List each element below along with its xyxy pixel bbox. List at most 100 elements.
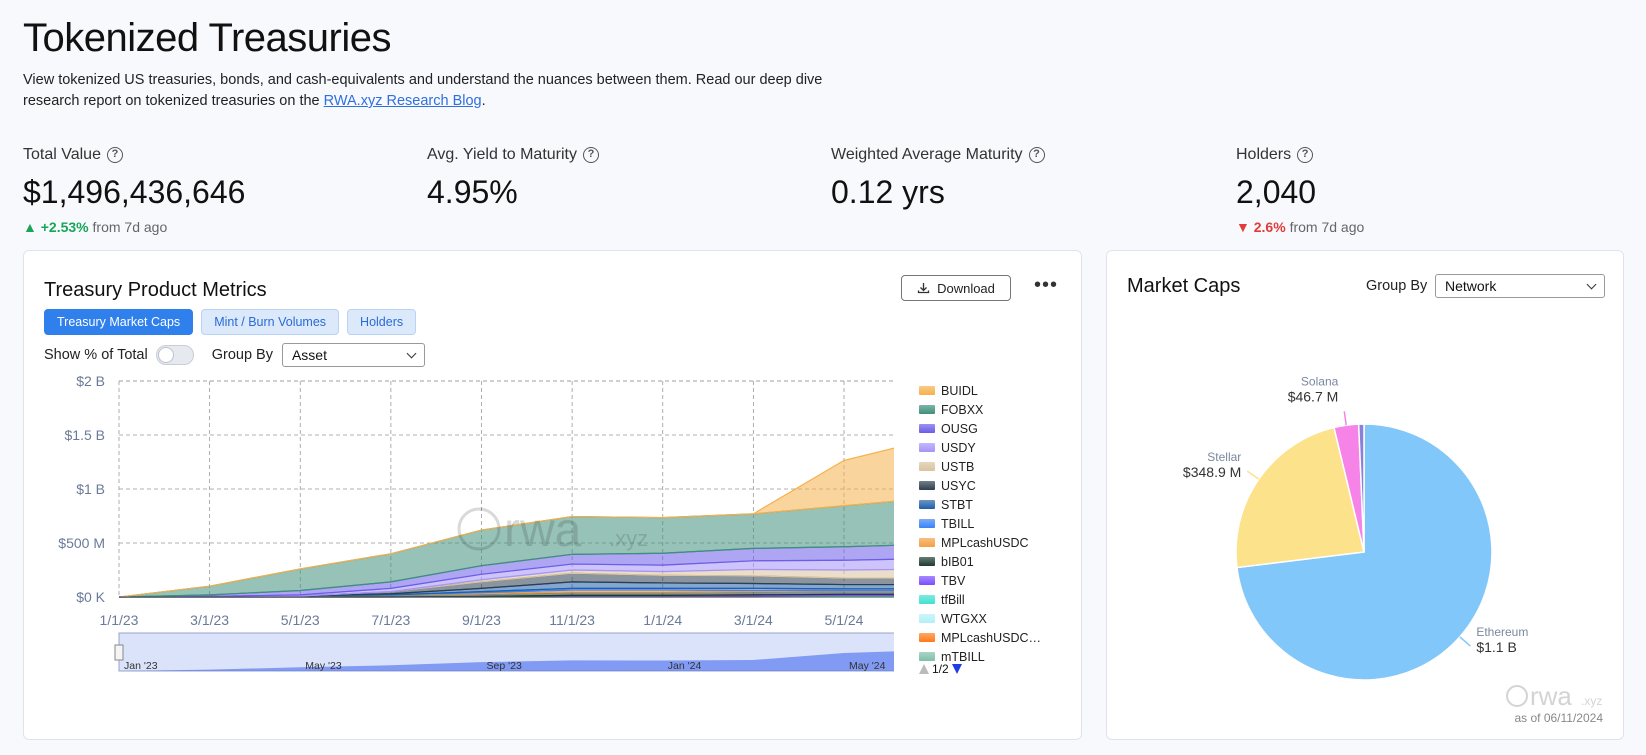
x-tick-label: 3/1/24: [734, 612, 773, 628]
help-icon[interactable]: ?: [1028, 147, 1045, 163]
pie-value-label: $348.9 M: [1183, 464, 1241, 480]
research-blog-link[interactable]: RWA.xyz Research Blog: [323, 93, 482, 109]
legend-label: MPLcashUSDC: [941, 535, 1029, 550]
chart-controls: Show % of Total Group By Asset: [44, 343, 425, 367]
show-pct-label: Show % of Total: [44, 347, 148, 363]
next-page-icon[interactable]: [951, 664, 962, 674]
pie-label: Stellar: [1207, 450, 1241, 464]
legend-item[interactable]: mTBILL: [919, 647, 1041, 666]
legend-swatch: [919, 538, 935, 547]
y-tick-label: $1 B: [76, 481, 105, 497]
card-title: Market Caps: [1127, 275, 1241, 297]
legend-item[interactable]: MPLcashUSDC…: [919, 628, 1041, 647]
help-icon[interactable]: ?: [1297, 147, 1314, 163]
card-title: Treasury Product Metrics: [44, 279, 267, 301]
group-by-label: Group By: [1366, 278, 1428, 294]
network-select[interactable]: Network: [1435, 274, 1605, 298]
down-arrow-icon: ▼: [1236, 219, 1250, 235]
group-by-select[interactable]: Asset: [281, 343, 425, 367]
legend-swatch: [919, 576, 935, 585]
legend-item[interactable]: USDY: [919, 438, 1041, 457]
pie-label: Ethereum: [1476, 625, 1528, 639]
pie-value-label: $1.1 B: [1476, 639, 1516, 655]
legend-item[interactable]: TBILL: [919, 514, 1041, 533]
stat-label: Holders: [1236, 146, 1292, 163]
group-by-label: Group By: [211, 347, 273, 363]
pie-slice-stellar[interactable]: [1235, 426, 1365, 569]
svg-text:rwa: rwa: [1530, 681, 1572, 711]
legend-item[interactable]: BUIDL: [919, 381, 1041, 400]
tab-market-caps[interactable]: Treasury Market Caps: [44, 309, 194, 335]
stat-value: 2,040: [1236, 174, 1317, 210]
range-handle[interactable]: [114, 644, 124, 661]
stat-avg-yield: Avg. Yield to Maturity? 4.95%: [427, 146, 599, 211]
pie-slice-other[interactable]: [1357, 423, 1365, 553]
more-options-icon[interactable]: •••: [1034, 274, 1059, 296]
legend-swatch: [919, 481, 935, 490]
up-arrow-icon: ▲: [23, 219, 37, 235]
legend-item[interactable]: bIB01: [919, 552, 1041, 571]
stat-label: Weighted Average Maturity: [831, 146, 1023, 163]
tab-holders[interactable]: Holders: [347, 309, 417, 335]
legend-item[interactable]: USTB: [919, 457, 1041, 476]
legend-swatch: [919, 614, 935, 623]
pie-leader-line: [1343, 411, 1347, 426]
svg-text:rwa: rwa: [504, 504, 582, 557]
legend-swatch: [919, 652, 935, 661]
legend-item[interactable]: TBV: [919, 571, 1041, 590]
legend-label: OUSG: [941, 421, 978, 436]
legend-item[interactable]: STBT: [919, 495, 1041, 514]
legend-swatch: [919, 462, 935, 471]
x-tick-label: 9/1/23: [462, 612, 501, 628]
intro-text: View tokenized US treasuries, bonds, and…: [23, 72, 823, 109]
pie-leader-line: [1459, 636, 1471, 647]
pie-value-label: $46.7 M: [1288, 388, 1339, 404]
show-pct-toggle[interactable]: [155, 345, 194, 365]
legend-label: TBILL: [941, 516, 975, 531]
tab-mint-burn[interactable]: Mint / Burn Volumes: [201, 309, 340, 335]
navigator-label: May '24: [849, 660, 886, 672]
legend-item[interactable]: WTGXX: [919, 609, 1041, 628]
download-icon: [917, 283, 930, 294]
prev-page-icon[interactable]: [919, 664, 929, 674]
download-button[interactable]: Download: [901, 275, 1011, 301]
svg-text:.xyz: .xyz: [609, 526, 648, 551]
legend-item[interactable]: USYC: [919, 476, 1041, 495]
legend-label: STBT: [941, 497, 973, 512]
legend-swatch: [919, 557, 935, 566]
stat-holders: Holders? 2,040 ▼ 2.6% from 7d ago: [1236, 146, 1364, 235]
stat-value: 4.95%: [427, 174, 518, 210]
legend-swatch: [919, 519, 935, 528]
help-icon[interactable]: ?: [106, 147, 123, 163]
x-tick-label: 3/1/23: [190, 612, 229, 628]
navigator-label: Jan '23: [124, 660, 158, 672]
x-tick-label: 7/1/23: [371, 612, 410, 628]
page-title: Tokenized Treasuries: [23, 16, 391, 60]
navigator-series: [119, 651, 894, 671]
help-icon[interactable]: ?: [583, 147, 599, 163]
x-tick-label: 11/1/23: [549, 612, 595, 628]
legend-label: FOBXX: [941, 402, 984, 417]
navigator-label: Sep '23: [487, 660, 522, 672]
legend-item[interactable]: MPLcashUSDC: [919, 533, 1041, 552]
pie-label: Solana: [1301, 374, 1339, 388]
stat-value: 0.12 yrs: [831, 174, 945, 210]
stat-total-value: Total Value? $1,496,436,646 ▲ +2.53% fro…: [23, 146, 245, 235]
legend-swatch: [919, 386, 935, 395]
legend-swatch: [919, 500, 935, 509]
x-tick-label: 5/1/23: [281, 612, 320, 628]
chart-legend: BUIDL FOBXX OUSG USDY USTB USYC STBT TBILL MPLca…: [919, 381, 1041, 666]
legend-label: tfBill: [941, 592, 965, 607]
treasury-metrics-card: Treasury Product Metrics Download ••• Tr…: [23, 250, 1082, 740]
legend-item[interactable]: tfBill: [919, 590, 1041, 609]
watermark-logo: rwa .xyz: [457, 504, 648, 557]
legend-label: USDY: [941, 440, 976, 455]
as-of-date: as of 06/11/2024: [1514, 711, 1603, 725]
legend-item[interactable]: OUSG: [919, 419, 1041, 438]
legend-label: MPLcashUSDC…: [941, 630, 1042, 645]
legend-pager: 1/2: [919, 662, 962, 676]
stat-label: Total Value: [23, 146, 101, 163]
y-tick-label: $500 M: [58, 535, 105, 551]
area-series-buidl[interactable]: [118, 447, 894, 598]
legend-item[interactable]: FOBXX: [919, 400, 1041, 419]
